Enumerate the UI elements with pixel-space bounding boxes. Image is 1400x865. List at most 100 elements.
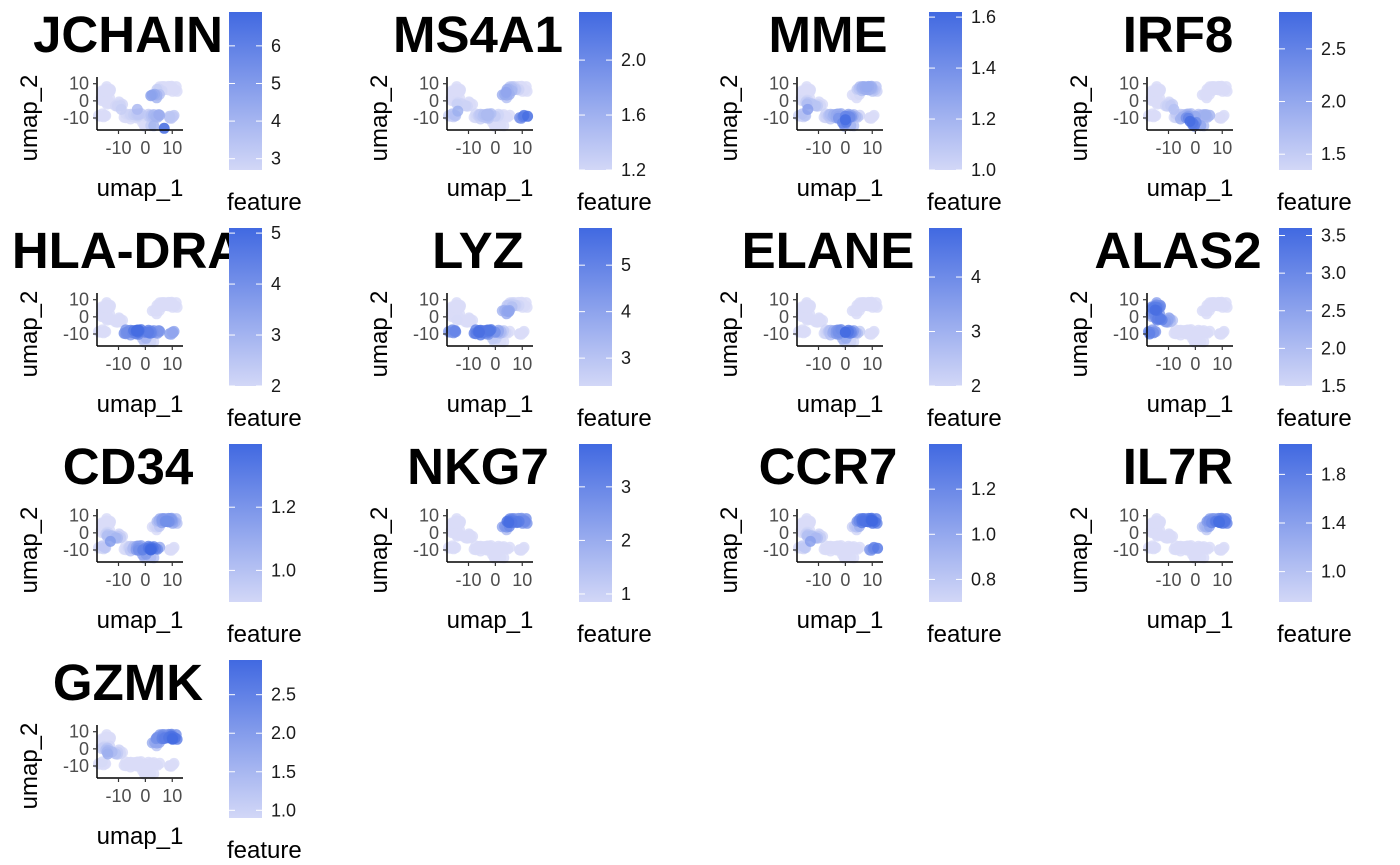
- data-point: [838, 552, 850, 564]
- x-tick-label: 0: [1190, 354, 1200, 374]
- legend-colorbar: [229, 444, 262, 602]
- y-tick-label: 10: [419, 74, 439, 94]
- y-axis-title: umap_2: [366, 75, 393, 162]
- data-point: [839, 326, 851, 338]
- data-point: [452, 105, 464, 117]
- data-point: [846, 305, 858, 317]
- legend-colorbar: [579, 228, 612, 386]
- legend-tick-label: 5: [271, 73, 281, 93]
- legend-tick-label: 6: [271, 36, 281, 56]
- data-point: [1165, 532, 1177, 544]
- x-tick-label: 0: [490, 354, 500, 374]
- y-tick-label: 10: [1119, 74, 1139, 94]
- legend-colorbar: [229, 660, 262, 818]
- plot-title: HLA-DRA: [12, 222, 244, 279]
- feature-plot-hla-dra: HLA-DRA -10 0 10 10 0 -10 umap_1 umap_2 5 4 3 2 featu…: [0, 216, 350, 432]
- x-tick-label: 0: [840, 138, 850, 158]
- plot-title: GZMK: [53, 654, 203, 711]
- x-axis-title: umap_1: [797, 391, 884, 418]
- x-tick-label: 0: [490, 138, 500, 158]
- plot-title: NKG7: [407, 438, 549, 495]
- plot-title: ELANE: [742, 222, 915, 279]
- y-tick-label: 10: [69, 290, 89, 310]
- data-point: [96, 540, 108, 552]
- y-tick-label: 10: [69, 722, 89, 742]
- legend-colorbar: [1279, 12, 1312, 170]
- y-axis-title: umap_2: [16, 507, 43, 594]
- y-tick-label: 0: [429, 307, 439, 327]
- x-tick-label: -10: [1155, 570, 1181, 590]
- plot-title: IRF8: [1123, 6, 1234, 63]
- x-tick-label: -10: [105, 138, 131, 158]
- data-point: [872, 542, 884, 554]
- data-point: [481, 109, 493, 121]
- y-tick-label: -10: [63, 324, 89, 344]
- data-point: [131, 325, 143, 337]
- x-tick-label: 0: [840, 570, 850, 590]
- legend-tick-label: 3: [271, 325, 281, 345]
- legend-tick-label: 3: [271, 149, 281, 169]
- data-point: [866, 515, 878, 527]
- x-tick-label: -10: [455, 138, 481, 158]
- data-point: [868, 109, 880, 121]
- legend-title: feature: [927, 405, 1002, 432]
- y-tick-label: 0: [429, 91, 439, 111]
- y-tick-label: 10: [419, 506, 439, 526]
- data-point: [518, 541, 530, 553]
- legend-tick-label: 3: [971, 322, 981, 342]
- legend-colorbar: [229, 228, 262, 386]
- y-tick-label: 0: [1129, 523, 1139, 543]
- feature-plot-svg: JCHAIN-10 0 10100-10umap_1umap_26543featur…: [16, 6, 302, 216]
- legend-tick-label: 1.0: [971, 160, 996, 180]
- data-point: [1149, 304, 1161, 316]
- data-point: [454, 301, 466, 313]
- legend-tick-label: 1.6: [621, 105, 646, 125]
- legend-title: feature: [227, 405, 302, 432]
- data-point: [99, 109, 111, 121]
- legend-tick-label: 2.0: [1321, 338, 1346, 358]
- y-tick-label: -10: [1113, 108, 1139, 128]
- data-point: [796, 540, 808, 552]
- data-point: [138, 768, 150, 780]
- legend-tick-label: 1.0: [271, 800, 296, 820]
- legend-colorbar: [929, 12, 962, 170]
- data-point: [131, 103, 143, 115]
- legend-title: feature: [227, 189, 302, 216]
- data-point: [1188, 336, 1200, 348]
- data-point: [1149, 109, 1161, 121]
- y-tick-label: 10: [69, 506, 89, 526]
- data-point: [815, 316, 827, 328]
- legend-tick-label: 1.0: [1321, 562, 1346, 582]
- y-tick-label: -10: [1113, 540, 1139, 560]
- y-axis-title: umap_2: [1066, 507, 1093, 594]
- feature-plot-lyz: LYZ -10 0 10 10 0 -10 umap_1 umap_2 5 4 3 feature: [350, 216, 700, 432]
- legend-tick-label: 1.5: [1321, 376, 1346, 396]
- data-point: [158, 122, 170, 134]
- legend-tick-label: 3: [621, 348, 631, 368]
- y-tick-label: 0: [1129, 91, 1139, 111]
- x-tick-label: 10: [162, 354, 182, 374]
- legend-tick-label: 1.0: [971, 524, 996, 544]
- y-tick-label: 10: [1119, 506, 1139, 526]
- x-tick-label: 0: [140, 786, 150, 806]
- data-point: [504, 109, 516, 121]
- legend-tick-label: 1.2: [621, 160, 646, 180]
- feature-plot-svg: IL7R-10 0 10100-10umap_1umap_21.81.41.0fea…: [1066, 438, 1352, 648]
- x-tick-label: 10: [1212, 138, 1232, 158]
- plot-title: IL7R: [1123, 438, 1234, 495]
- plot-title: JCHAIN: [33, 6, 223, 63]
- x-axis-title: umap_1: [447, 175, 534, 202]
- feature-plot-svg: ALAS2-10 0 10100-10umap_1umap_23.53.02.52.…: [1066, 222, 1352, 432]
- data-point: [449, 325, 461, 337]
- feature-plot-jchain: JCHAIN -10 0 10 10 0 -10 umap_1 umap_2 6 5 4 3 featur…: [0, 0, 350, 216]
- data-point: [865, 297, 876, 309]
- legend-tick-label: 2.5: [1321, 39, 1346, 59]
- y-axis-title: umap_2: [366, 507, 393, 594]
- data-point: [473, 326, 485, 338]
- data-point: [1154, 85, 1166, 97]
- y-tick-label: -10: [63, 756, 89, 776]
- legend-tick-label: 1.0: [271, 560, 296, 580]
